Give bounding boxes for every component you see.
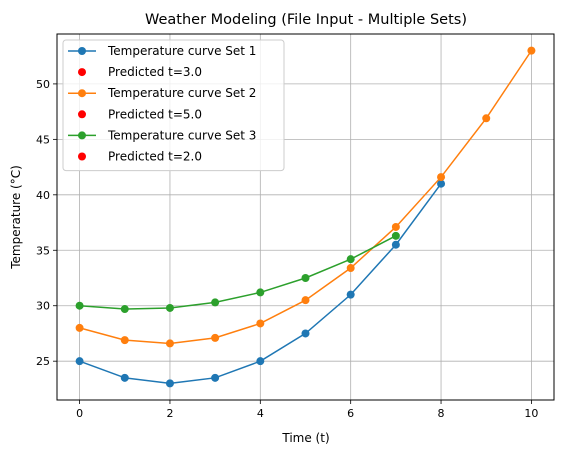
y-tick-label: 45	[36, 133, 50, 146]
y-tick-label: 50	[36, 78, 50, 91]
x-axis-label: Time (t)	[281, 431, 329, 445]
plot-frame	[56, 33, 555, 401]
series-point	[391, 231, 400, 240]
legend: Temperature curve Set 1 Predicted t=3.0 Te…	[62, 39, 285, 172]
legend-box	[62, 39, 285, 172]
series-point	[346, 264, 355, 273]
y-axis-label: Temperature (°C)	[9, 165, 23, 270]
series-point	[346, 290, 355, 299]
series-point	[165, 303, 174, 312]
series-point	[391, 240, 400, 249]
series-point	[211, 333, 220, 342]
series-point	[75, 323, 84, 332]
series-point	[120, 305, 129, 314]
legend-marker-swatch	[78, 47, 86, 55]
series-point	[211, 373, 220, 382]
y-tick-label: 40	[36, 189, 50, 202]
series-point	[211, 298, 220, 307]
legend-point-swatch	[78, 110, 86, 119]
legend-label: Predicted t=3.0	[108, 65, 202, 79]
series-point	[256, 319, 265, 328]
series-point	[527, 46, 536, 55]
series-point	[301, 329, 310, 338]
legend-point-swatch	[78, 152, 86, 161]
y-tick-label: 35	[36, 244, 50, 257]
series-point	[256, 288, 265, 297]
legend-label: Temperature curve Set 2	[107, 86, 256, 100]
x-axis-ticks: 0 2 4 6 8 10	[76, 400, 538, 420]
series-point	[301, 296, 310, 305]
series-point	[165, 339, 174, 348]
y-axis-ticks: 25 30 35 40 45 50	[36, 78, 57, 368]
legend-point-swatch	[78, 68, 86, 77]
series-point	[346, 255, 355, 264]
series-2	[75, 46, 536, 348]
series-3	[75, 231, 400, 314]
x-tick-label: 0	[76, 407, 83, 420]
series-point	[75, 357, 84, 366]
series-point	[120, 373, 129, 382]
series-point	[391, 222, 400, 231]
x-tick-label: 4	[257, 407, 264, 420]
chart-title: Weather Modeling (File Input - Multiple …	[145, 12, 467, 28]
legend-marker-swatch	[78, 131, 86, 140]
y-tick-label: 30	[36, 300, 50, 313]
series-1	[75, 179, 446, 388]
legend-label: Predicted t=2.0	[108, 150, 202, 164]
x-tick-label: 8	[438, 407, 445, 420]
series-point	[75, 301, 84, 310]
legend-marker-swatch	[78, 89, 86, 98]
legend-label: Predicted t=5.0	[108, 107, 202, 121]
series-point	[165, 379, 174, 388]
legend-label: Temperature curve Set 1	[107, 44, 256, 58]
legend-label: Temperature curve Set 3	[107, 128, 256, 142]
y-tick-label: 25	[36, 355, 50, 368]
series-point	[437, 179, 446, 188]
x-tick-label: 6	[347, 407, 354, 420]
series-point	[120, 336, 129, 345]
series-point	[256, 357, 265, 366]
series-line	[79, 235, 397, 310]
series-point	[301, 274, 310, 282]
series-layer	[75, 46, 536, 388]
series-point	[437, 173, 446, 182]
x-tick-label: 2	[166, 407, 173, 420]
series-point	[482, 114, 491, 123]
x-tick-label: 10	[524, 407, 538, 420]
